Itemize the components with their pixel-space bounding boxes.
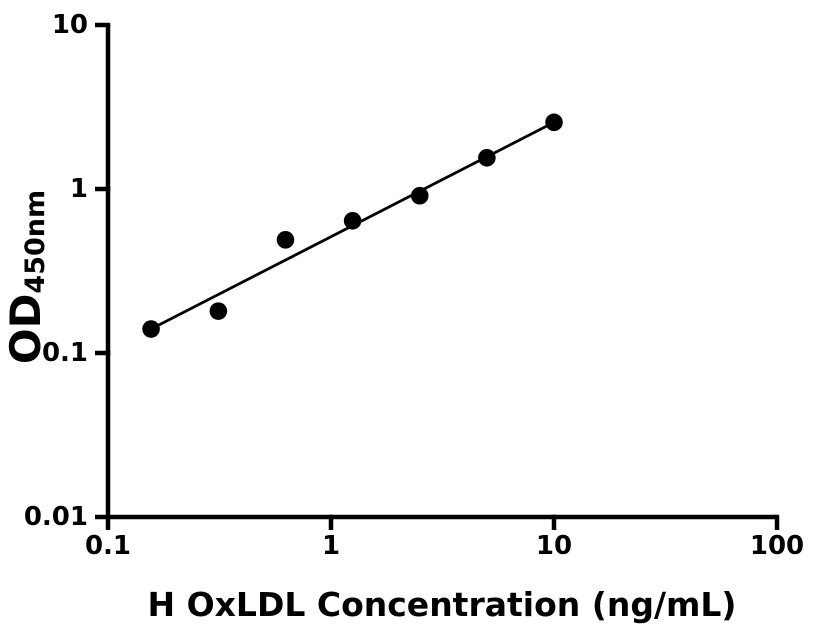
x-tick-label: 1: [322, 531, 340, 561]
x-tick-label: 10: [536, 531, 572, 561]
x-tick-label: 0.1: [85, 531, 131, 561]
data-point: [343, 211, 362, 230]
y-tick-label: 0.01: [24, 502, 88, 532]
data-point: [209, 302, 228, 320]
data-point: [410, 186, 429, 205]
y-axis-title-subscript: 450nm: [20, 190, 51, 294]
x-axis-title: H OxLDL Concentration (ng/mL): [147, 585, 736, 624]
data-point: [545, 113, 563, 132]
x-tick-label: 100: [750, 531, 804, 561]
axes: [105, 25, 777, 520]
y-axis-title-main: OD: [1, 294, 50, 365]
y-tick-label: 1: [70, 174, 88, 204]
y-axis-title: OD450nm: [1, 190, 51, 364]
data-point: [142, 320, 160, 338]
data-point: [276, 231, 295, 249]
data-point: [478, 148, 496, 167]
data-series: [142, 113, 563, 338]
tick-marks: [95, 22, 780, 530]
y-tick-label: 0.1: [42, 338, 88, 368]
y-tick-label: 10: [52, 10, 88, 40]
